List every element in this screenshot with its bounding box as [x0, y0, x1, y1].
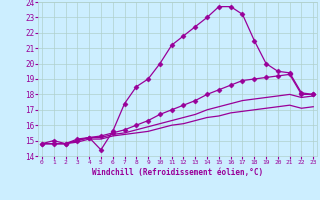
X-axis label: Windchill (Refroidissement éolien,°C): Windchill (Refroidissement éolien,°C) [92, 168, 263, 177]
